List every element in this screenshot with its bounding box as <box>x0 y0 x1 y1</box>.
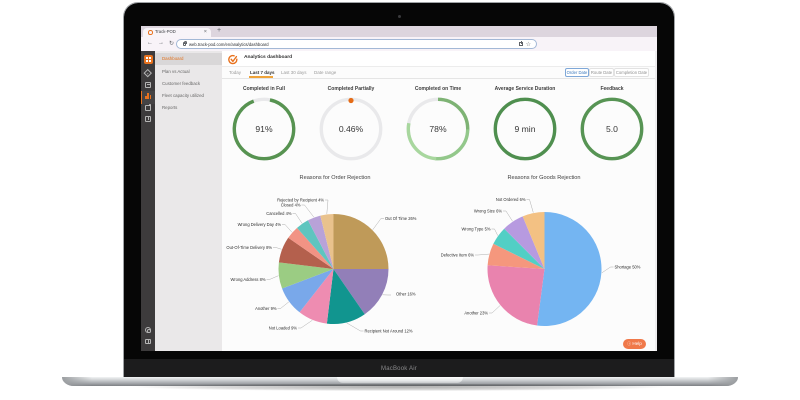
svg-text:Rejected by Recipient 4%: Rejected by Recipient 4% <box>277 197 324 202</box>
svg-text:Shortage 50%: Shortage 50% <box>615 264 641 269</box>
svg-text:Cancelled 4%: Cancelled 4% <box>266 211 292 216</box>
svg-text:Closed 4%: Closed 4% <box>281 202 301 207</box>
svg-text:Wrong Address 8%: Wrong Address 8% <box>231 277 266 282</box>
svg-text:Wrong Delivery Day 4%: Wrong Delivery Day 4% <box>238 222 282 227</box>
svg-text:Wrong Size 6%: Wrong Size 6% <box>474 208 502 213</box>
svg-text:Not Loaded 9%: Not Loaded 9% <box>269 325 298 330</box>
svg-text:Another 23%: Another 23% <box>464 310 488 315</box>
svg-text:Wrong Type 5%: Wrong Type 5% <box>462 226 491 231</box>
svg-text:Defective Item 6%: Defective Item 6% <box>441 252 475 257</box>
svg-text:Another 9%: Another 9% <box>255 306 277 311</box>
svg-text:Out-Of-Time Delivery 8%: Out-Of-Time Delivery 8% <box>226 245 272 250</box>
svg-text:Not Ordered 6%: Not Ordered 6% <box>496 197 526 202</box>
svg-text:Recipient Not Around 12%: Recipient Not Around 12% <box>365 328 413 333</box>
svg-text:Other 16%: Other 16% <box>396 291 416 296</box>
svg-text:Out Of Time 26%: Out Of Time 26% <box>385 216 417 221</box>
